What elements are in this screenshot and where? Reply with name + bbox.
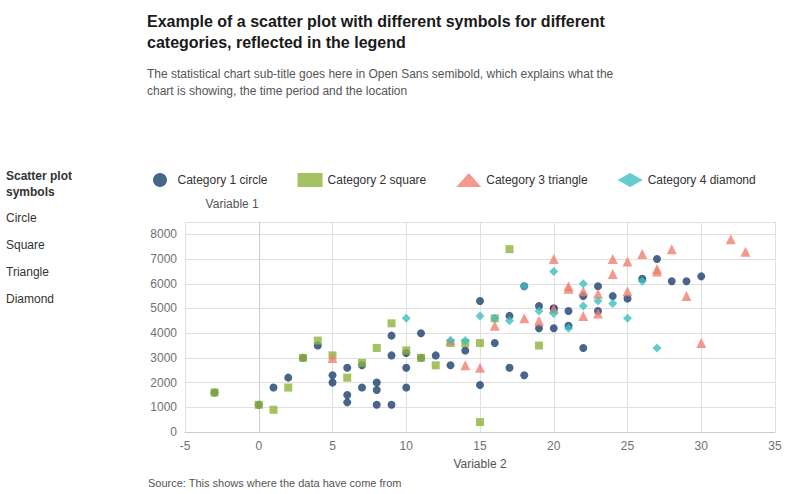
svg-text:15: 15 <box>473 439 487 453</box>
svg-text:30: 30 <box>695 439 709 453</box>
svg-text:10: 10 <box>400 439 414 453</box>
svg-text:Category 4 diamond: Category 4 diamond <box>648 173 756 187</box>
svg-text:symbols: symbols <box>6 185 55 199</box>
svg-text:0: 0 <box>255 439 262 453</box>
svg-text:Triangle: Triangle <box>6 265 49 279</box>
svg-text:35: 35 <box>768 439 782 453</box>
svg-text:1000: 1000 <box>150 400 177 414</box>
svg-text:5: 5 <box>329 439 336 453</box>
svg-text:Variable 1: Variable 1 <box>206 197 259 211</box>
svg-text:3000: 3000 <box>150 351 177 365</box>
svg-text:5000: 5000 <box>150 301 177 315</box>
svg-text:Category 3 triangle: Category 3 triangle <box>486 173 588 187</box>
svg-text:Diamond: Diamond <box>6 292 54 306</box>
svg-text:Example of a scatter plot with: Example of a scatter plot with different… <box>147 13 606 30</box>
svg-text:The statistical chart sub-titl: The statistical chart sub-title goes her… <box>147 67 614 81</box>
svg-text:25: 25 <box>621 439 635 453</box>
svg-text:Category 1 circle: Category 1 circle <box>178 173 268 187</box>
svg-text:Scatter plot: Scatter plot <box>6 169 72 183</box>
svg-text:20: 20 <box>547 439 561 453</box>
svg-text:Square: Square <box>6 238 45 252</box>
svg-text:-5: -5 <box>180 439 191 453</box>
svg-text:Source: This shows where the d: Source: This shows where the data have c… <box>148 477 402 489</box>
svg-text:8000: 8000 <box>150 227 177 241</box>
svg-text:7000: 7000 <box>150 252 177 266</box>
svg-text:Circle: Circle <box>6 211 37 225</box>
svg-text:chart is showing, the time per: chart is showing, the time period and th… <box>147 84 407 98</box>
svg-text:2000: 2000 <box>150 376 177 390</box>
svg-text:Variable 2: Variable 2 <box>453 457 506 471</box>
svg-text:6000: 6000 <box>150 277 177 291</box>
svg-text:4000: 4000 <box>150 326 177 340</box>
svg-text:categories, reflected in the l: categories, reflected in the legend <box>147 34 406 51</box>
svg-text:Category 2 square: Category 2 square <box>328 173 427 187</box>
svg-text:0: 0 <box>170 425 177 439</box>
